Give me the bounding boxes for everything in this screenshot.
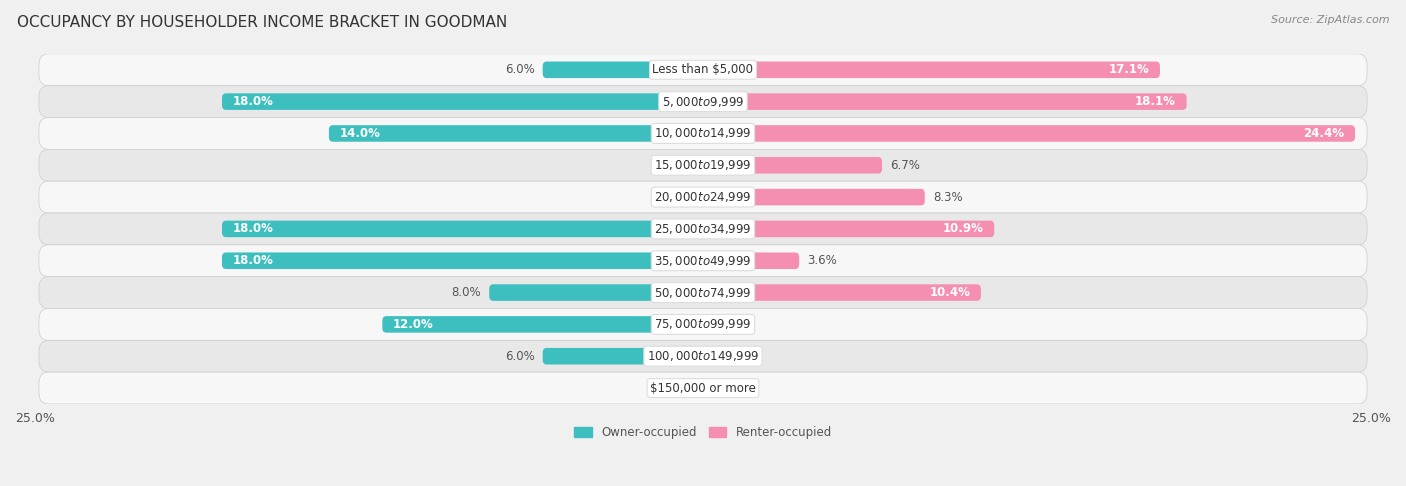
FancyBboxPatch shape: [39, 340, 1367, 372]
Text: 17.1%: 17.1%: [1108, 63, 1149, 76]
Legend: Owner-occupied, Renter-occupied: Owner-occupied, Renter-occupied: [569, 421, 837, 444]
Text: 18.0%: 18.0%: [232, 254, 274, 267]
FancyBboxPatch shape: [703, 252, 799, 269]
FancyBboxPatch shape: [703, 348, 717, 364]
FancyBboxPatch shape: [39, 54, 1367, 86]
Text: OCCUPANCY BY HOUSEHOLDER INCOME BRACKET IN GOODMAN: OCCUPANCY BY HOUSEHOLDER INCOME BRACKET …: [17, 15, 508, 30]
Text: 10.9%: 10.9%: [942, 223, 984, 235]
Text: 12.0%: 12.0%: [394, 318, 434, 331]
Text: $75,000 to $99,999: $75,000 to $99,999: [654, 317, 752, 331]
Text: $50,000 to $74,999: $50,000 to $74,999: [654, 286, 752, 299]
FancyBboxPatch shape: [222, 93, 703, 110]
FancyBboxPatch shape: [703, 157, 882, 174]
Text: $10,000 to $14,999: $10,000 to $14,999: [654, 126, 752, 140]
Text: Source: ZipAtlas.com: Source: ZipAtlas.com: [1271, 15, 1389, 25]
FancyBboxPatch shape: [222, 221, 703, 237]
FancyBboxPatch shape: [39, 181, 1367, 213]
FancyBboxPatch shape: [39, 309, 1367, 340]
Text: $150,000 or more: $150,000 or more: [650, 382, 756, 395]
Text: $5,000 to $9,999: $5,000 to $9,999: [662, 95, 744, 108]
FancyBboxPatch shape: [39, 277, 1367, 309]
Text: 0.0%: 0.0%: [665, 159, 695, 172]
FancyBboxPatch shape: [39, 86, 1367, 118]
FancyBboxPatch shape: [382, 316, 703, 332]
Text: $100,000 to $149,999: $100,000 to $149,999: [647, 349, 759, 363]
Text: 0.0%: 0.0%: [665, 382, 695, 395]
Text: 18.1%: 18.1%: [1135, 95, 1175, 108]
Text: $15,000 to $19,999: $15,000 to $19,999: [654, 158, 752, 172]
Text: 0.52%: 0.52%: [725, 350, 762, 363]
FancyBboxPatch shape: [39, 118, 1367, 149]
Text: $25,000 to $34,999: $25,000 to $34,999: [654, 222, 752, 236]
Text: 24.4%: 24.4%: [1303, 127, 1344, 140]
FancyBboxPatch shape: [39, 149, 1367, 181]
FancyBboxPatch shape: [543, 348, 703, 364]
Text: 0.0%: 0.0%: [711, 318, 741, 331]
Text: 8.0%: 8.0%: [451, 286, 481, 299]
Text: 8.3%: 8.3%: [932, 191, 963, 204]
Text: 6.0%: 6.0%: [505, 350, 534, 363]
Text: 3.6%: 3.6%: [807, 254, 837, 267]
FancyBboxPatch shape: [703, 284, 981, 301]
FancyBboxPatch shape: [703, 221, 994, 237]
Text: Less than $5,000: Less than $5,000: [652, 63, 754, 76]
FancyBboxPatch shape: [222, 252, 703, 269]
FancyBboxPatch shape: [703, 189, 925, 206]
FancyBboxPatch shape: [329, 125, 703, 142]
Text: 0.0%: 0.0%: [711, 382, 741, 395]
FancyBboxPatch shape: [489, 284, 703, 301]
FancyBboxPatch shape: [703, 93, 1187, 110]
FancyBboxPatch shape: [39, 372, 1367, 404]
FancyBboxPatch shape: [703, 125, 1355, 142]
Text: 14.0%: 14.0%: [340, 127, 381, 140]
FancyBboxPatch shape: [703, 62, 1160, 78]
FancyBboxPatch shape: [39, 213, 1367, 245]
Text: 6.7%: 6.7%: [890, 159, 920, 172]
FancyBboxPatch shape: [543, 62, 703, 78]
Text: 10.4%: 10.4%: [929, 286, 970, 299]
Text: 0.0%: 0.0%: [665, 191, 695, 204]
Text: 18.0%: 18.0%: [232, 95, 274, 108]
Text: 18.0%: 18.0%: [232, 223, 274, 235]
FancyBboxPatch shape: [39, 245, 1367, 277]
Text: $20,000 to $24,999: $20,000 to $24,999: [654, 190, 752, 204]
Text: $35,000 to $49,999: $35,000 to $49,999: [654, 254, 752, 268]
Text: 6.0%: 6.0%: [505, 63, 534, 76]
